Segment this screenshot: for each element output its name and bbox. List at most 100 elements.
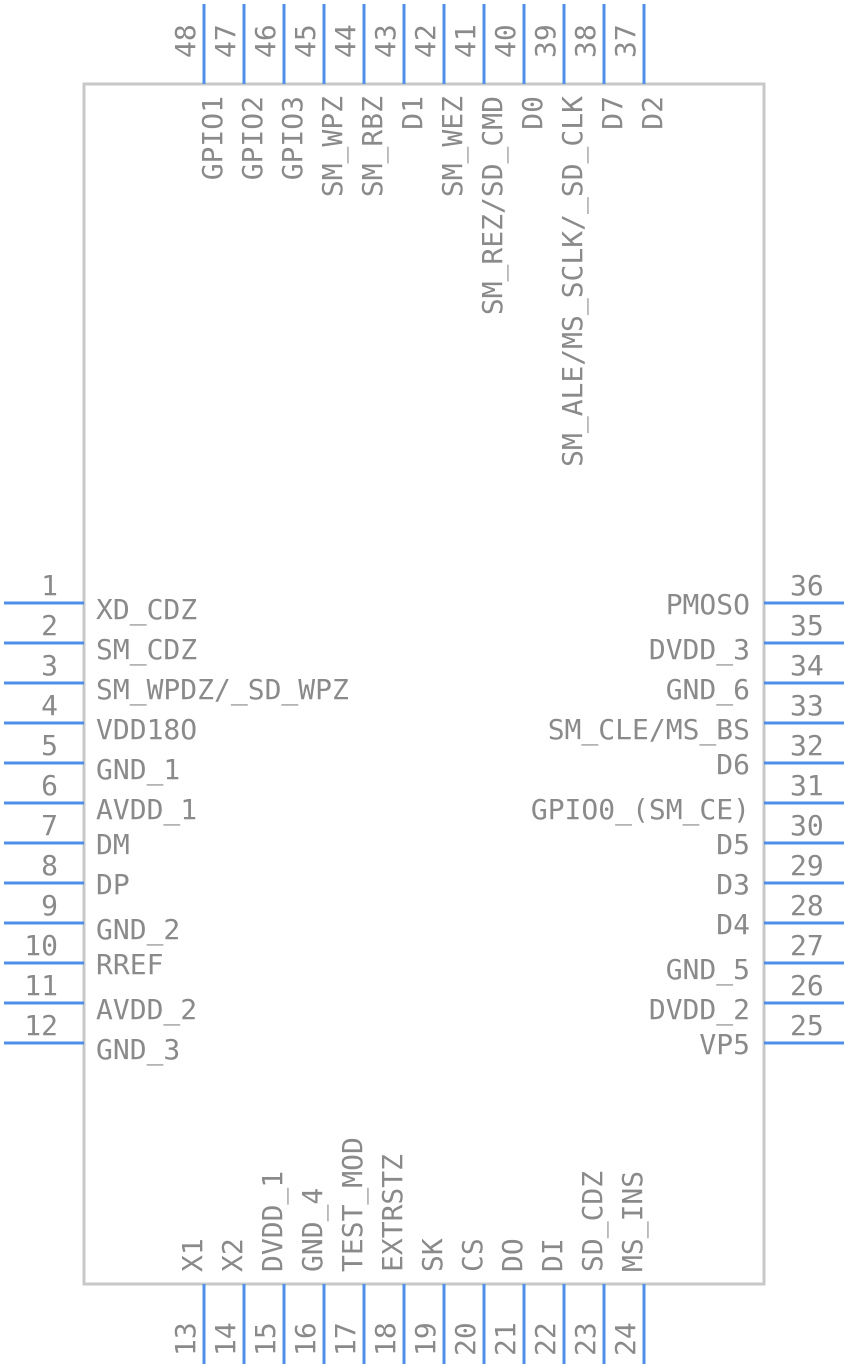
pin-14-name: X2	[216, 1238, 249, 1272]
pin-43-number: 43	[369, 24, 402, 58]
pin-44-number: 44	[329, 24, 362, 58]
pin-33-number: 33	[790, 689, 824, 722]
pin-18-number: 18	[369, 1322, 402, 1356]
pin-29-number: 29	[790, 849, 824, 882]
pin-24-number: 24	[609, 1322, 642, 1356]
pin-35-number: 35	[790, 609, 824, 642]
pin-3-name: SM_WPDZ/_SD_WPZ	[96, 673, 349, 707]
pin-9-name: GND_2	[96, 913, 180, 947]
pin-22-name: DI	[536, 1238, 569, 1272]
pins-bottom-group: 13 X1 14 X2 15 DVDD_1 16 GND_4 17 TEST_MOD 18 EXTRS…	[169, 1137, 650, 1364]
pin-39-number: 39	[529, 24, 562, 58]
pin-31-name: GPIO0_(SM_CE)	[531, 793, 750, 827]
pin-34-name: GND_6	[666, 673, 750, 707]
pin-24-name: MS_INS	[616, 1171, 650, 1272]
pin-5-name: GND_1	[96, 753, 180, 787]
pin-37-number: 37	[609, 24, 642, 58]
pin-36-number: 36	[790, 569, 824, 602]
pin-9-number: 9	[41, 889, 58, 922]
pin-10-name: RREF	[96, 948, 163, 981]
pin-21-number: 21	[489, 1322, 522, 1356]
pins-left-group: 1 XD_CDZ 2 SM_CDZ 3 SM_WPDZ/_SD_WPZ 4 VDD18O 5 GN…	[4, 569, 349, 1067]
pin-14-number: 14	[209, 1322, 242, 1356]
pin-44-name: SM_RBZ	[356, 96, 390, 197]
pin-26-number: 26	[790, 969, 824, 1002]
pin-38-number: 38	[569, 24, 602, 58]
pin-23-name: SD_CDZ	[576, 1171, 610, 1272]
pin-30-number: 30	[790, 809, 824, 842]
pin-46-name: GPIO3	[276, 96, 309, 180]
pin-7-name: DM	[96, 828, 130, 861]
pin-47-name: GPIO2	[236, 96, 269, 180]
pin-40-name: D0	[516, 96, 549, 130]
pin-41-number: 41	[449, 24, 482, 58]
pin-30-name: D5	[716, 828, 750, 861]
pin-6-number: 6	[41, 769, 58, 802]
pin-42-number: 42	[409, 24, 442, 58]
pin-46-number: 46	[249, 24, 282, 58]
pin-8-number: 8	[41, 849, 58, 882]
pin-48-number: 48	[169, 24, 202, 58]
pin-11-number: 11	[24, 969, 58, 1002]
pin-16-name: GND_4	[296, 1188, 330, 1272]
pin-21-name: DO	[496, 1238, 529, 1272]
pin-15-name: DVDD_1	[256, 1171, 290, 1272]
pin-4-name: VDD18O	[96, 713, 197, 746]
pin-18-name: EXTRSTZ	[376, 1154, 409, 1272]
pin-36-name: PMOSO	[666, 588, 750, 621]
pin-43-name: D1	[396, 96, 429, 130]
pin-32-number: 32	[790, 729, 824, 762]
pin-40-number: 40	[489, 24, 522, 58]
pin-47-number: 47	[209, 24, 242, 58]
pin-6-name: AVDD_1	[96, 793, 197, 827]
pin-10-number: 10	[24, 929, 58, 962]
pin-20-name: CS	[456, 1238, 489, 1272]
pin-2-number: 2	[41, 609, 58, 642]
pin-13-name: X1	[176, 1238, 209, 1272]
pin-3-number: 3	[41, 649, 58, 682]
pin-8-name: DP	[96, 868, 130, 901]
pin-12-number: 12	[24, 1009, 58, 1042]
pin-4-number: 4	[41, 689, 58, 722]
pin-42-name: SM_WEZ	[436, 96, 470, 197]
pin-48-name: GPIO1	[196, 96, 229, 180]
pin-37-name: D2	[636, 96, 669, 130]
pin-31-number: 31	[790, 769, 824, 802]
pin-33-name: SM_CLE/MS_BS	[548, 713, 750, 747]
pin-27-name: GND_5	[666, 953, 750, 987]
pin-28-name: D4	[716, 908, 750, 941]
pin-29-name: D3	[716, 868, 750, 901]
pin-1-name: XD_CDZ	[96, 593, 197, 627]
pin-1-number: 1	[41, 569, 58, 602]
pins-right-group: 25 VP5 26 DVDD_2 27 GND_5 28 D4 29 D3 30 D5 31 GPIO0_…	[531, 569, 844, 1061]
pin-15-number: 15	[249, 1322, 282, 1356]
pin-19-name: SK	[416, 1238, 449, 1272]
pin-12-name: GND_3	[96, 1033, 180, 1067]
pin-17-name: TEST_MOD	[336, 1137, 370, 1272]
pin-19-number: 19	[409, 1322, 442, 1356]
pin-5-number: 5	[41, 729, 58, 762]
pin-41-name: SM_REZ/SD_CMD	[476, 96, 510, 315]
pin-26-name: DVDD_2	[649, 993, 750, 1027]
pin-7-number: 7	[41, 809, 58, 842]
pin-22-number: 22	[529, 1322, 562, 1356]
pin-28-number: 28	[790, 889, 824, 922]
pin-38-name: D7	[596, 96, 629, 130]
pin-16-number: 16	[289, 1322, 322, 1356]
pin-2-name: SM_CDZ	[96, 633, 197, 667]
pin-35-name: DVDD_3	[649, 633, 750, 667]
pin-25-name: VP5	[699, 1028, 750, 1061]
pins-top-group: 37 D2 38 D7 39 SM_ALE/MS_SCLK/_SD_CLK 40 D0 41 SM…	[169, 4, 669, 467]
pin-11-name: AVDD_2	[96, 993, 197, 1027]
pin-27-number: 27	[790, 929, 824, 962]
pin-32-name: D6	[716, 748, 750, 781]
pin-20-number: 20	[449, 1322, 482, 1356]
pin-17-number: 17	[329, 1322, 362, 1356]
pin-34-number: 34	[790, 649, 824, 682]
pin-13-number: 13	[169, 1322, 202, 1356]
pin-23-number: 23	[569, 1322, 602, 1356]
pin-45-number: 45	[289, 24, 322, 58]
pin-39-name: SM_ALE/MS_SCLK/_SD_CLK	[556, 96, 590, 467]
pin-25-number: 25	[790, 1009, 824, 1042]
